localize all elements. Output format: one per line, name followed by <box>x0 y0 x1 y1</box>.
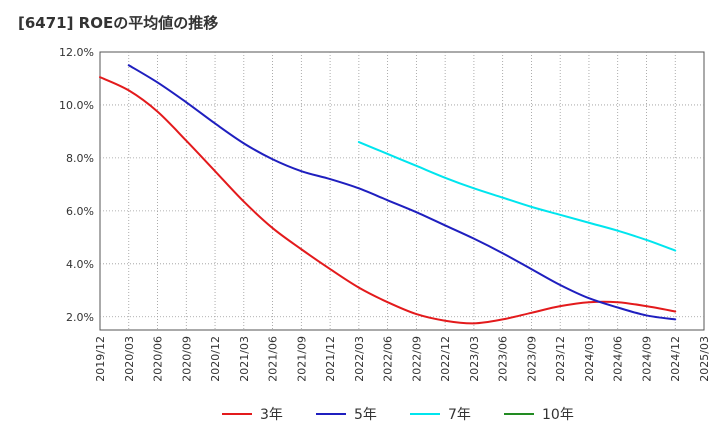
y-tick-label: 10.0% <box>59 99 94 112</box>
x-tick-label: 2023/12 <box>554 336 567 382</box>
y-tick-label: 8.0% <box>66 152 94 165</box>
x-tick-label: 2021/06 <box>267 336 280 382</box>
y-tick-label: 12.0% <box>59 46 94 59</box>
x-tick-label: 2021/09 <box>295 336 308 382</box>
plot-area <box>99 51 705 331</box>
grid-layer <box>100 52 704 330</box>
legend-label: 5年 <box>354 407 377 423</box>
x-tick-label: 2024/03 <box>583 336 596 382</box>
x-tick-label: 2019/12 <box>94 336 107 382</box>
series-line-1 <box>99 76 677 325</box>
x-tick-label: 2024/09 <box>640 336 653 382</box>
legend-label: 7年 <box>448 407 471 423</box>
x-tick-label: 2020/03 <box>123 336 136 382</box>
x-tick-label: 2023/09 <box>525 336 538 382</box>
x-tick-label: 2020/09 <box>180 336 193 382</box>
y-tick-label: 2.0% <box>66 311 94 324</box>
y-tick-label: 4.0% <box>66 258 94 271</box>
series-line-2 <box>127 64 677 321</box>
x-tick-label: 2020/06 <box>152 336 165 382</box>
y-tick-label: 6.0% <box>66 205 94 218</box>
y-axis-ticks: 2.0% 4.0% 6.0% 8.0% 10.0% 12.0% <box>59 46 94 324</box>
x-tick-label: 2022/09 <box>410 336 423 382</box>
x-tick-label: 2022/03 <box>353 336 366 382</box>
x-tick-label: 2023/06 <box>497 336 510 382</box>
x-tick-label: 2024/12 <box>669 336 682 382</box>
series-layer <box>99 64 677 325</box>
x-tick-label: 2024/06 <box>612 336 625 382</box>
x-tick-label: 2021/12 <box>324 336 337 382</box>
legend-label: 10年 <box>542 407 574 423</box>
chart-title: [6471] ROEの平均値の推移 <box>18 14 219 32</box>
x-tick-label: 2021/03 <box>238 336 251 382</box>
x-axis-ticks: 2019/12 2020/03 2020/06 2020/09 2020/12 2021/… <box>94 336 711 382</box>
x-tick-label: 2022/06 <box>382 336 395 382</box>
x-tick-label: 2020/12 <box>209 336 222 382</box>
x-tick-label: 2023/03 <box>468 336 481 382</box>
legend-label: 3年 <box>260 407 283 423</box>
x-tick-label: 2022/12 <box>439 336 452 382</box>
x-tick-label: 2025/03 <box>698 336 711 382</box>
legend: 3年 5年 7年 10年 <box>222 407 574 423</box>
series-line-3 <box>357 141 677 252</box>
